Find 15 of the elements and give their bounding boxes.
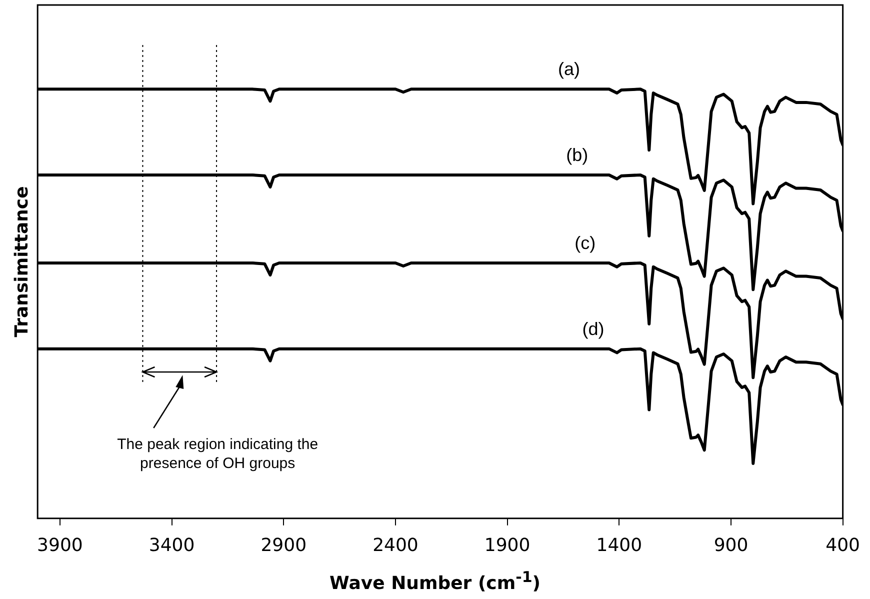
- x-tick-label: 2400: [372, 534, 418, 556]
- x-tick-label: 2900: [260, 534, 307, 556]
- x-tick-label: 1400: [596, 534, 642, 556]
- series-label: (c): [574, 232, 596, 253]
- series-label: (a): [558, 59, 580, 80]
- x-tick-label: 1900: [484, 534, 530, 556]
- x-tick-label: 900: [714, 534, 748, 556]
- x-tick-label: 3900: [37, 534, 83, 556]
- x-tick-label: 400: [826, 534, 860, 556]
- annotation: The peak region indicating the presence of OH groups: [116, 435, 320, 473]
- x-axis-title: Wave Number (cm$^{-1}$): [328, 568, 542, 594]
- y-axis-title: Transimittance: [11, 186, 32, 338]
- series-label: (d): [582, 318, 604, 339]
- x-tick-label: 3400: [148, 534, 195, 556]
- series-label: (b): [566, 144, 588, 165]
